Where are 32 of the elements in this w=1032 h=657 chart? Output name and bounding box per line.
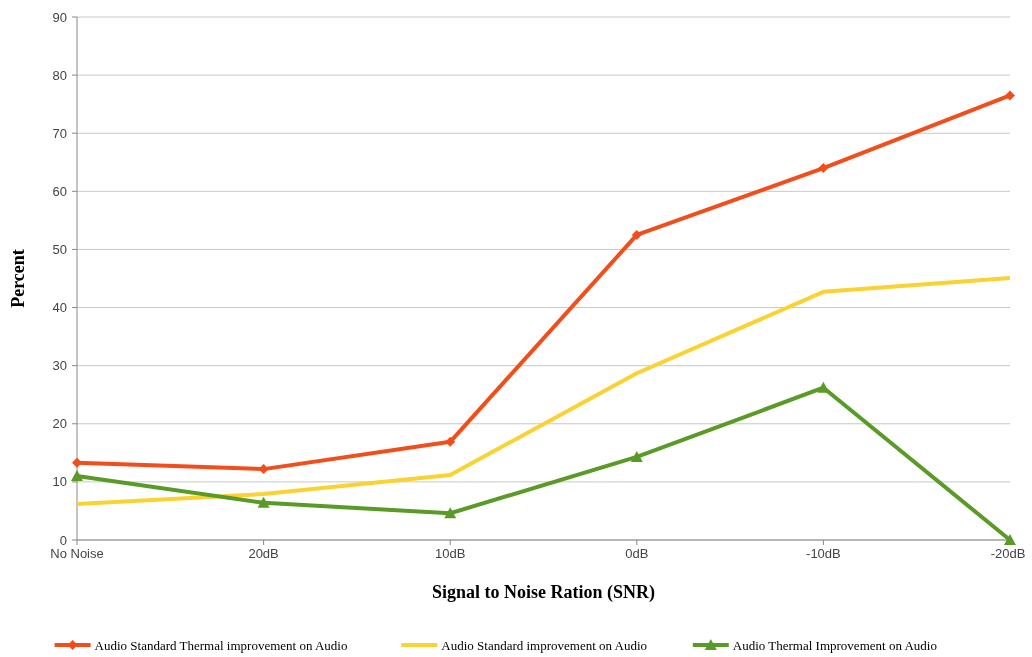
x-tick-label: 10dB xyxy=(435,546,466,561)
y-tick-label: 20 xyxy=(52,416,67,432)
point xyxy=(445,436,456,447)
y-axis-title: Percent xyxy=(8,249,28,308)
y-tick-label: 0 xyxy=(59,532,67,548)
x-tick-label: 0dB xyxy=(625,546,649,561)
y-tick-label: 60 xyxy=(52,183,67,199)
y-tick-label: 80 xyxy=(52,67,67,83)
y-tick-label: 70 xyxy=(52,125,67,141)
legend-label: Audio Thermal Improvement on Audio xyxy=(732,637,937,653)
y-tick-label: 90 xyxy=(52,9,67,25)
line-series xyxy=(75,275,1012,506)
y-tick-label: 40 xyxy=(52,300,67,316)
x-tick-label: -20dB xyxy=(990,546,1026,561)
point xyxy=(257,496,270,508)
y-tick-label: 10 xyxy=(52,474,67,490)
x-tick-label: No Noise xyxy=(50,546,104,561)
x-tick-label: -10dB xyxy=(806,546,841,561)
legend-label: Audio Standard Thermal improvement on Audio xyxy=(94,637,348,653)
point xyxy=(1004,534,1016,545)
point xyxy=(444,507,457,519)
point xyxy=(630,450,643,462)
point xyxy=(71,470,83,482)
point xyxy=(72,457,82,468)
point xyxy=(818,163,829,174)
x-tick-label: 20dB xyxy=(248,546,279,561)
x-axis-title: Signal to Noise Ration (SNR) xyxy=(431,582,656,603)
y-tick-label: 30 xyxy=(52,358,67,374)
point xyxy=(1005,90,1015,101)
legend-label: Audio Standard improvement on Audio xyxy=(441,637,648,653)
point xyxy=(631,229,642,240)
y-tick-label: 50 xyxy=(52,241,67,257)
